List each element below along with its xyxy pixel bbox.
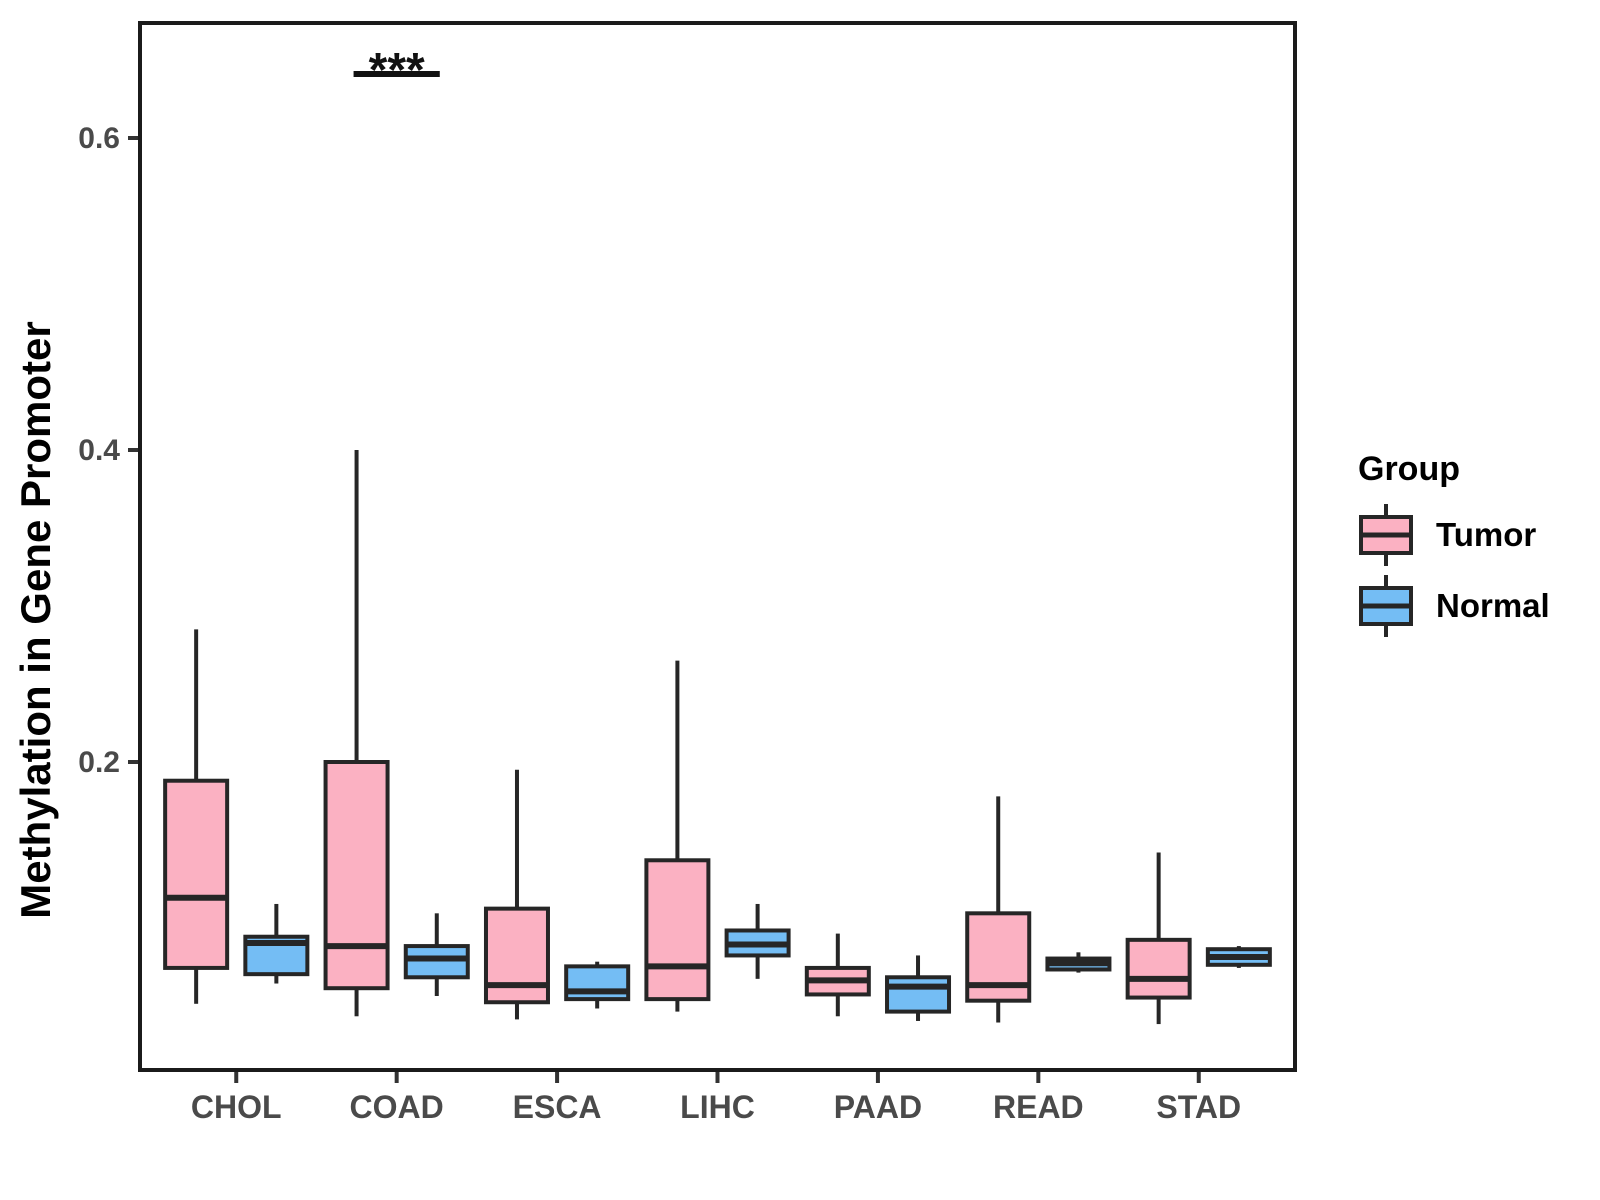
y-tick-label: 0.2 <box>78 746 120 779</box>
x-axis: CHOL COAD ESCA LIHC PAAD READ STAD <box>191 1070 1241 1125</box>
panel-border <box>138 21 1297 1072</box>
normal-boxplot-key-icon <box>1359 575 1413 637</box>
box-lihc-tumor <box>644 660 711 1012</box>
tumor-boxplot-key-icon <box>1359 504 1413 566</box>
box-stad-tumor <box>1125 852 1192 1025</box>
x-tick-label-read: READ <box>993 1089 1084 1125</box>
legend-label-tumor: Tumor <box>1436 516 1537 553</box>
box-lihc-normal <box>724 903 791 979</box>
x-tick-label-esca: ESCA <box>513 1089 602 1125</box>
x-tick-label-stad: STAD <box>1156 1089 1241 1125</box>
box-coad-tumor <box>323 450 390 1017</box>
significance-bracket: *** <box>353 44 440 97</box>
legend: Group Tumor Normal <box>1358 450 1550 645</box>
legend-title: Group <box>1358 450 1460 488</box>
box-chol-normal <box>243 903 310 984</box>
box-read-normal <box>1045 952 1112 973</box>
box-chol-tumor <box>163 629 230 1004</box>
y-axis: 0.2 0.4 0.6 <box>78 122 140 779</box>
box-read-tumor <box>965 796 1032 1023</box>
x-tick-label-lihc: LIHC <box>680 1089 755 1125</box>
legend-label-normal: Normal <box>1436 587 1550 624</box>
x-tick-label-coad: COAD <box>350 1089 444 1125</box>
x-tick-label-chol: CHOL <box>191 1089 282 1125</box>
legend-item-tumor: Tumor <box>1358 503 1550 567</box>
legend-item-normal: Normal <box>1358 574 1550 638</box>
box-stad-normal <box>1205 946 1272 968</box>
box-esca-tumor <box>483 769 550 1020</box>
box-paad-normal <box>885 955 952 1021</box>
y-tick-label: 0.6 <box>78 122 120 155</box>
box-esca-normal <box>564 961 631 1009</box>
x-tick-label-paad: PAAD <box>834 1089 922 1125</box>
box-paad-tumor <box>804 933 871 1017</box>
box-coad-normal <box>403 913 470 996</box>
y-tick-label: 0.4 <box>78 434 120 467</box>
significance-stars: *** <box>369 44 425 97</box>
